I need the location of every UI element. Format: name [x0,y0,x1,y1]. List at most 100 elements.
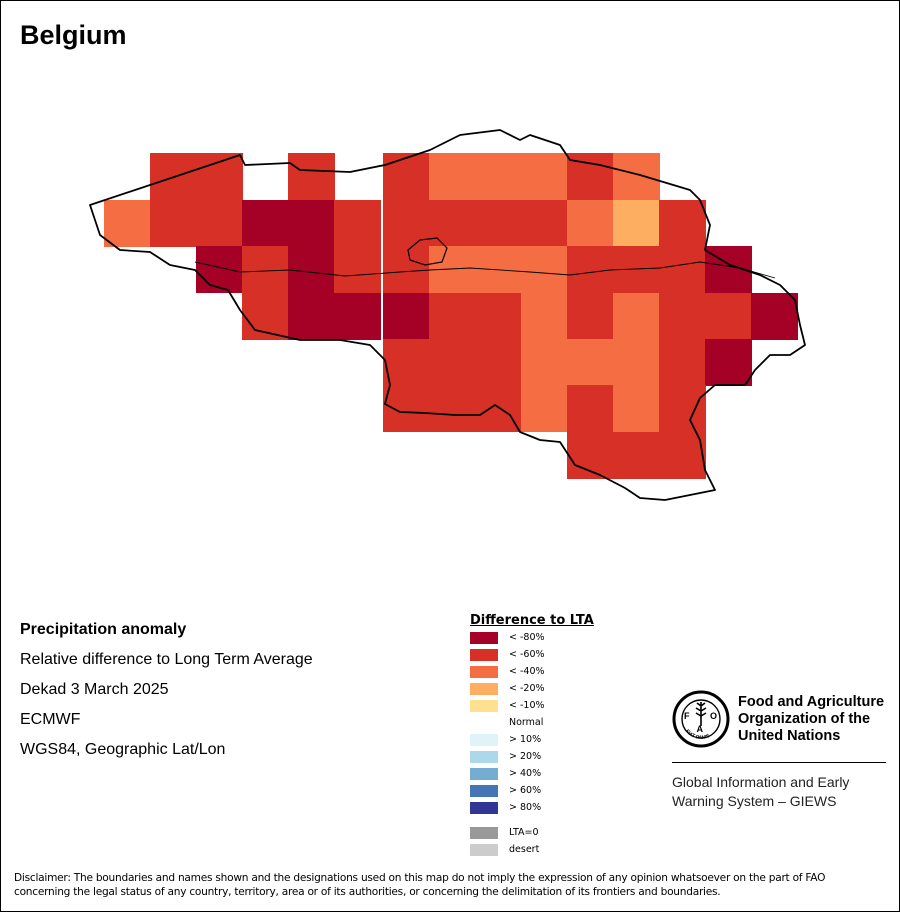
legend-swatch [470,700,498,712]
legend-label: > 40% [509,768,542,779]
legend-item: > 40% [470,766,594,783]
grid-cell [242,200,289,247]
legend-label: > 80% [509,802,542,813]
svg-text:A: A [697,724,704,734]
fao-name-line: Organization of the [738,710,871,727]
legend-label: > 60% [509,785,542,796]
grid-cell [521,246,568,293]
legend-item: > 10% [470,732,594,749]
grid-cell [334,200,381,247]
grid-cell [613,385,660,432]
legend-swatch [470,827,498,839]
fao-logo-icon: F O A FIAT PANIS [672,690,730,748]
legend-item: < -10% [470,698,594,715]
brussels-border [407,237,448,266]
legend-swatch [470,734,498,746]
grid-cell [613,153,660,200]
legend-item: > 60% [470,783,594,800]
grid-cell [659,200,706,247]
legend-label: Normal [509,717,544,728]
grid-cell [288,246,335,293]
legend-label: < -20% [509,683,545,694]
legend-swatch [470,802,498,814]
legend-label: > 10% [509,734,542,745]
legend-swatch [470,751,498,763]
grid-cell [659,432,706,479]
grid-cell [429,200,476,247]
legend: Difference to LTA < -80% < -60% < -40% <… [470,613,594,859]
grid-cell [288,293,335,340]
legend-label: desert [509,844,540,855]
grid-cell [429,153,476,200]
grid-cell [475,153,522,200]
grid-cell [659,246,706,293]
grid-cell [751,293,798,340]
grid-cell [521,339,568,386]
grid-cell [475,200,522,247]
grid-cell [567,385,614,432]
legend-label: < -80% [509,632,545,643]
legend-label: < -60% [509,649,545,660]
grid-cell [196,200,243,247]
grid-cell [150,200,197,247]
info-projection: WGS84, Geographic Lat/Lon [20,741,226,758]
grid-cell [567,293,614,340]
grid-cell [659,385,706,432]
legend-swatch [470,785,498,797]
info-source: ECMWF [20,711,81,728]
region-border [194,261,776,279]
legend-item-extra: desert [470,842,594,859]
grid-cell [567,200,614,247]
grid-cell [288,200,335,247]
legend-swatch [470,844,498,856]
grid-cell [383,153,430,200]
divider [672,762,886,763]
grid-cell [475,293,522,340]
grid-cell [196,246,243,293]
grid-cell [567,246,614,293]
legend-swatch [470,649,498,661]
legend-label: > 20% [509,751,542,762]
grid-cell [383,293,430,340]
info-period: Dekad 3 March 2025 [20,681,169,698]
legend-item: < -20% [470,681,594,698]
grid-cell [521,385,568,432]
grid-cell [475,339,522,386]
grid-cell [334,246,381,293]
grid-cell [104,200,151,247]
legend-swatch [470,632,498,644]
svg-text:F: F [684,711,690,721]
legend-item: < -60% [470,647,594,664]
legend-item: < -40% [470,664,594,681]
legend-swatch [470,683,498,695]
grid-cell [196,153,243,200]
legend-item: Normal [470,715,594,732]
svg-text:O: O [710,711,717,721]
grid-cell [705,293,752,340]
grid-cell [521,293,568,340]
grid-cell [383,339,430,386]
legend-label: < -10% [509,700,545,711]
legend-label: < -40% [509,666,545,677]
grid-cell [383,385,430,432]
giews-name: Global Information and Early Warning Sys… [672,773,888,811]
grid-cell [521,200,568,247]
legend-item: > 20% [470,749,594,766]
disclaimer: Disclaimer: The boundaries and names sho… [14,872,826,898]
country-border [89,129,806,501]
grid-cell [334,293,381,340]
map-title: Belgium [20,20,127,50]
grid-cell [659,339,706,386]
grid-cell [567,339,614,386]
grid-cell [288,153,335,200]
fao-name-line: United Nations [738,727,841,744]
info-block: Precipitation anomaly Relative differenc… [20,620,313,770]
grid-cell [613,339,660,386]
legend-swatch [470,717,498,729]
legend-item: < -80% [470,630,594,647]
grid-cell [383,246,430,293]
giews-line: Warning System – GIEWS [672,793,837,809]
fao-branding: F O A FIAT PANIS Food and Agriculture Or… [672,690,888,811]
grid-cell [242,246,289,293]
